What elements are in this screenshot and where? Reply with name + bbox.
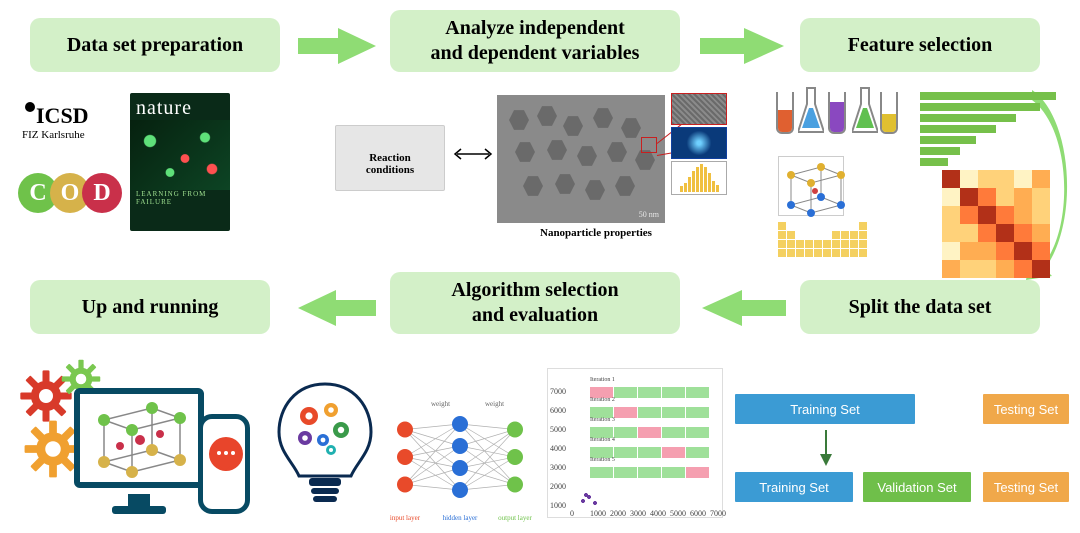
tem-inset-hrtem [671, 93, 727, 125]
step-box-1: Data set preparation [30, 18, 280, 72]
tem-image: 50 nm [497, 95, 665, 223]
step-label: Algorithm selection and evaluation [451, 278, 618, 328]
nature-title: nature [130, 93, 230, 120]
cod-d: D [82, 173, 122, 213]
lattice-icon [778, 156, 844, 216]
beaker-row [776, 92, 926, 152]
periodic-table-icon [778, 222, 867, 257]
size-histogram [671, 161, 727, 195]
illus-variables: Reaction conditions 50 nm [335, 95, 730, 250]
monitor-lattice [80, 394, 198, 482]
flow-arrow-4 [702, 288, 786, 328]
illus-data-sources: ICSD FIZ Karlsruhe C O D nature LEARNING… [22, 95, 232, 235]
flask-icon [798, 86, 824, 138]
svg-text:input layer: input layer [390, 514, 421, 522]
lightbulb-icon [275, 380, 375, 520]
validation-set-box: Validation Set [863, 472, 971, 502]
nature-cover: nature LEARNING FROM FAILURE [130, 93, 230, 231]
step-box-4: Split the data set [800, 280, 1040, 334]
step-box-2: Analyze independent and dependent variab… [390, 10, 680, 72]
flow-arrow-2 [700, 26, 784, 66]
step-label: Analyze independent and dependent variab… [431, 16, 640, 66]
training-set-box-bottom: Training Set [735, 472, 853, 502]
chat-bubble-icon [209, 437, 243, 471]
step-box-6: Up and running [30, 280, 270, 334]
feature-bar-chart [920, 92, 1056, 166]
flow-arrow-5 [298, 288, 376, 328]
testing-set-box-bottom: Testing Set [983, 472, 1069, 502]
step-label: Split the data set [849, 295, 992, 320]
illus-split: Training Set Testing Set Training Set Va… [735, 390, 1070, 520]
training-set-box-top: Training Set [735, 394, 915, 424]
nanoparticle-caption: Nanoparticle properties [540, 227, 652, 239]
step-label: Data set preparation [67, 33, 243, 58]
illus-features [770, 90, 1070, 260]
cross-validation-chart: 1000200030004000500060007000010002000300… [547, 368, 723, 518]
illus-algorithm: input layer hidden layer output layer weigh… [275, 362, 725, 527]
neural-network-icon: input layer hidden layer output layer weigh… [385, 392, 535, 522]
step-label: Up and running [82, 295, 219, 320]
svg-text:output layer: output layer [498, 514, 532, 522]
testing-set-box-top: Testing Set [983, 394, 1069, 424]
tem-insets [671, 93, 727, 195]
double-arrow-icon [453, 147, 493, 161]
tem-inset-fft [671, 127, 727, 159]
illus-running [18, 360, 258, 528]
step-box-5: Algorithm selection and evaluation [390, 272, 680, 334]
svg-text:hidden layer: hidden layer [443, 514, 478, 522]
split-arrow-icon [817, 430, 835, 466]
svg-text:weight: weight [431, 400, 450, 408]
monitor-icon [74, 388, 204, 488]
nature-caption: LEARNING FROM FAILURE [130, 190, 230, 210]
icsd-sub-text: FIZ Karlsruhe [22, 129, 89, 141]
correlation-heatmap [942, 170, 1050, 278]
cod-logo: C O D [18, 173, 122, 213]
phone-icon [198, 414, 250, 514]
step-box-3: Feature selection [800, 18, 1040, 72]
svg-text:weight: weight [485, 400, 504, 408]
step-label: Feature selection [848, 33, 993, 58]
reaction-conditions-label: Reaction conditions [366, 152, 414, 176]
icsd-logo-text: ICSD [36, 103, 89, 129]
reaction-conditions-box: Reaction conditions [335, 125, 445, 191]
flow-arrow-1 [298, 26, 376, 66]
